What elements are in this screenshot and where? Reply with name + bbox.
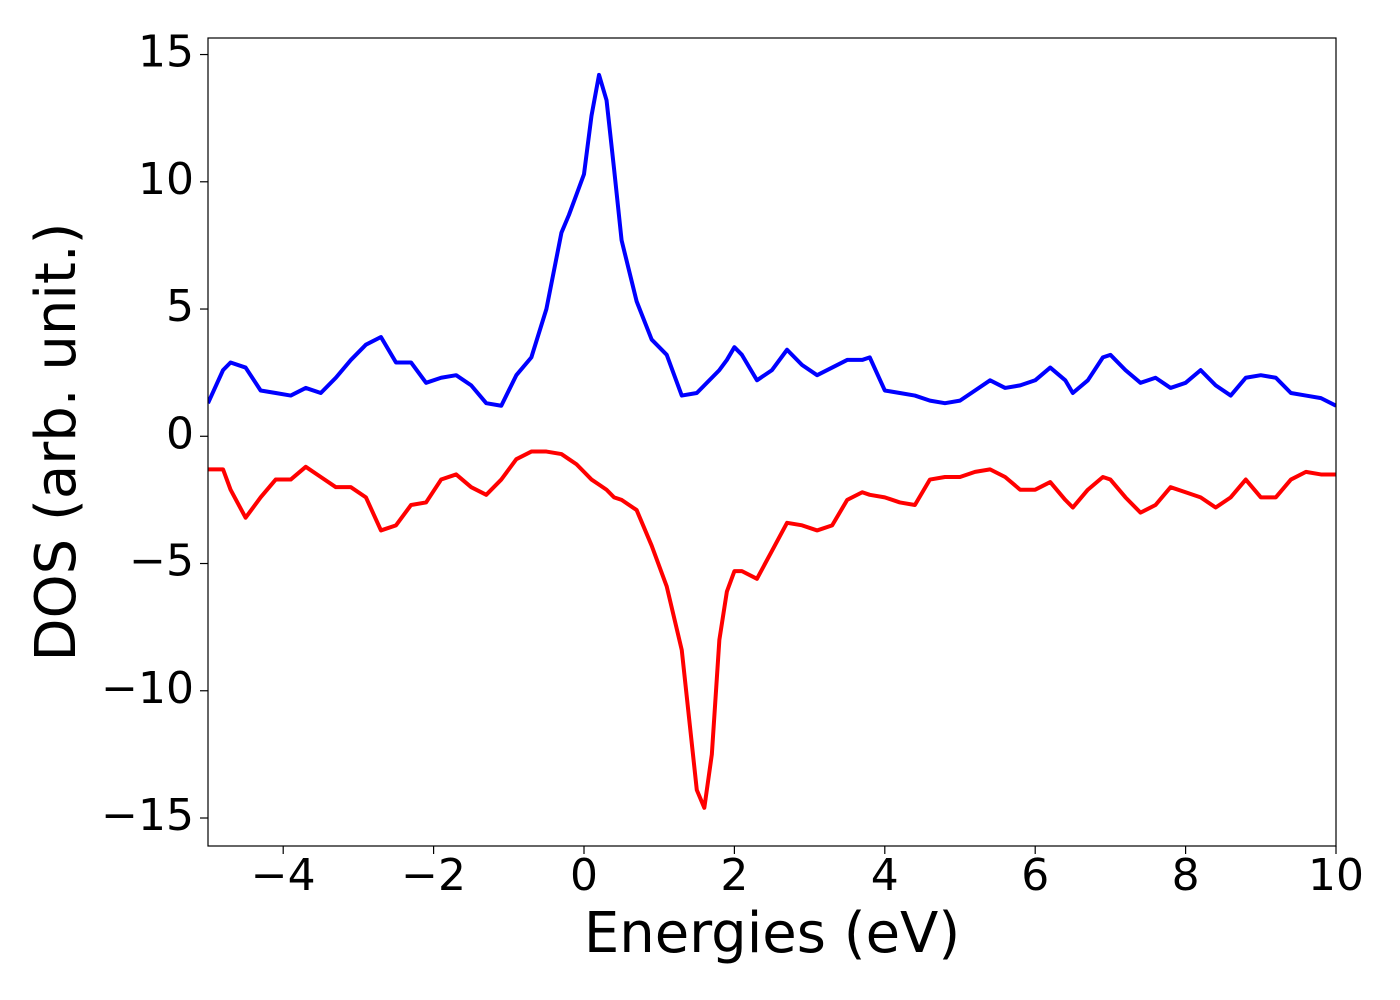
y-tick-label: 0 [166,408,194,459]
x-tick-label: −4 [251,850,316,901]
x-axis-label: Energies (eV) [584,901,960,966]
y-tick-label: 5 [166,281,194,332]
x-tick-label: −2 [401,850,466,901]
series-line [208,449,1336,810]
y-tick-label: 10 [138,154,194,205]
y-tick-label: −15 [101,790,194,841]
series-line [208,72,1336,408]
y-tick-label: 15 [138,27,194,78]
y-tick-label: −10 [101,663,194,714]
x-tick-label: 10 [1308,850,1364,901]
x-tick-label: 8 [1172,850,1200,901]
x-tick-label: 4 [871,850,899,901]
x-tick-label: 2 [720,850,748,901]
y-axis-label: DOS (arb. unit.) [24,222,89,661]
plot-frame [207,37,1337,847]
plot-area [208,72,1336,810]
y-tick-label: −5 [129,536,194,587]
x-tick-label: 0 [570,850,598,901]
x-tick-label: 6 [1021,850,1049,901]
